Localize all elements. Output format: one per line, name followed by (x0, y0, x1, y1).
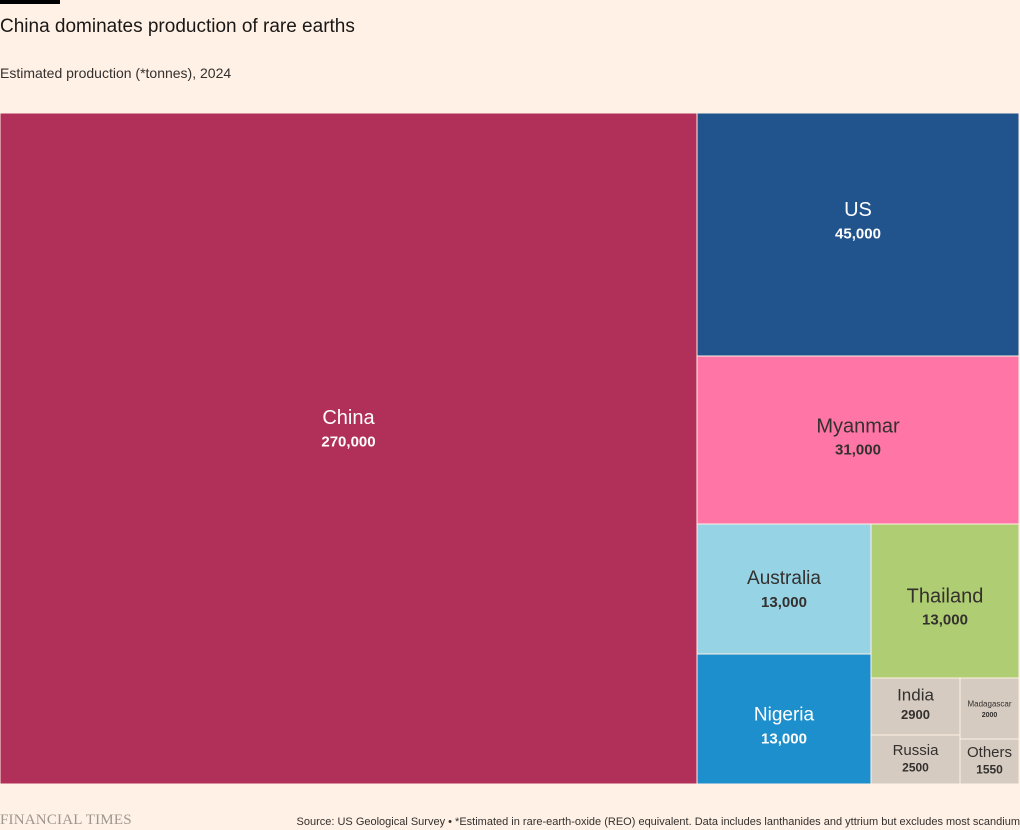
treemap-cell-thailand: Thailand 13,000 (870, 523, 1020, 679)
source-note: Source: US Geological Survey • *Estimate… (296, 816, 1020, 828)
treemap-value-myanmar: 31,000 (835, 442, 881, 459)
treemap-rect-russia (870, 734, 961, 785)
treemap-label-thailand: Thailand (907, 585, 984, 607)
treemap-chart: China 270,000 US 45,000 Myanmar 31,000 Austral… (0, 113, 1020, 785)
treemap-value-madagascar: 2000 (982, 712, 998, 719)
treemap-rect-india (870, 677, 961, 736)
ft-logo: FINANCIAL TIMES (0, 812, 132, 828)
treemap-label-others: Others (967, 744, 1012, 761)
treemap-rect-thailand (870, 523, 1020, 679)
treemap-label-australia: Australia (747, 568, 821, 589)
treemap-cell-madagascar: Madagascar 2000 (959, 677, 1020, 740)
treemap-label-us: US (844, 199, 872, 221)
treemap-value-thailand: 13,000 (922, 612, 968, 629)
treemap-label-myanmar: Myanmar (816, 415, 900, 437)
chart-subtitle: Estimated production (*tonnes), 2024 (0, 65, 232, 81)
treemap-value-india: 2900 (901, 707, 930, 722)
treemap-label-china: China (322, 407, 375, 429)
treemap-value-australia: 13,000 (761, 594, 807, 611)
treemap-rect-myanmar (696, 355, 1020, 525)
treemap-value-others: 1550 (976, 763, 1003, 777)
treemap-value-russia: 2500 (902, 761, 929, 775)
treemap-cell-china: China 270,000 (0, 113, 698, 785)
top-accent-bar (0, 0, 60, 4)
treemap-cell-australia: Australia 13,000 (696, 523, 872, 655)
treemap-label-madagascar: Madagascar (967, 699, 1011, 708)
chart-title: China dominates production of rare earth… (0, 16, 355, 37)
treemap-rect-others (959, 738, 1020, 785)
treemap-rect-china (0, 113, 698, 785)
treemap-value-us: 45,000 (835, 225, 881, 242)
treemap-label-russia: Russia (893, 742, 940, 759)
treemap-rect-us (696, 113, 1020, 357)
treemap-cell-us: US 45,000 (696, 113, 1020, 357)
treemap-cell-nigeria: Nigeria 13,000 (696, 653, 872, 785)
treemap-rect-nigeria (696, 653, 872, 785)
treemap-label-nigeria: Nigeria (754, 705, 815, 726)
treemap-cell-myanmar: Myanmar 31,000 (696, 355, 1020, 525)
treemap-rect-madagascar (959, 677, 1020, 740)
treemap-value-nigeria: 13,000 (761, 730, 807, 747)
treemap-cell-others: Others 1550 (959, 738, 1020, 785)
treemap-label-india: India (897, 685, 934, 704)
treemap-value-china: 270,000 (321, 433, 375, 450)
treemap-cell-russia: Russia 2500 (870, 734, 961, 785)
treemap-cell-india: India 2900 (870, 677, 961, 736)
